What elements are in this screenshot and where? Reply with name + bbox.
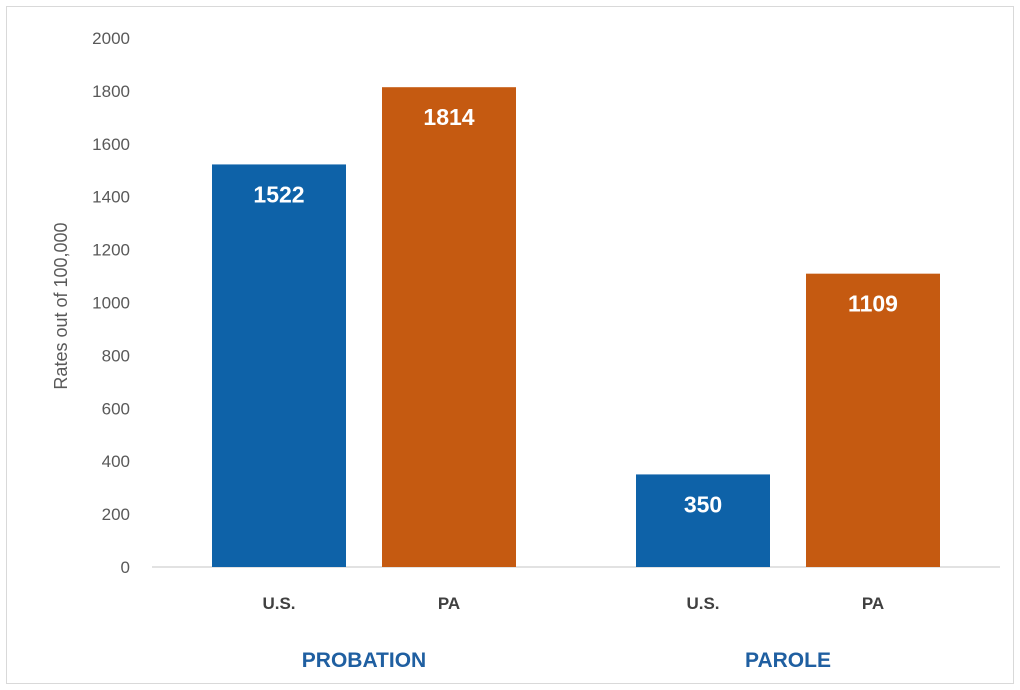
bar-value-label: 1109 <box>848 291 898 317</box>
y-tick-label: 600 <box>102 399 130 418</box>
bar-value-label: 1522 <box>253 181 304 207</box>
y-tick-label: 800 <box>102 346 130 365</box>
bar-parole-us <box>636 474 770 567</box>
bar-value-label: 1814 <box>423 104 474 130</box>
y-axis-label: Rates out of 100,000 <box>51 222 71 389</box>
bar-probation-pa <box>382 87 516 568</box>
y-tick-label: 0 <box>121 558 130 577</box>
y-tick-label: 400 <box>102 452 130 471</box>
category-label: U.S. <box>686 594 719 613</box>
y-axis-ticks: 0 200 400 600 800 1000 1200 1400 1600 1800 2000 <box>92 29 130 577</box>
y-tick-label: 1000 <box>92 294 130 313</box>
y-tick-label: 1600 <box>92 135 130 154</box>
group-label-parole: PAROLE <box>745 649 831 672</box>
category-labels: U.S. PA U.S. PA <box>262 594 884 613</box>
chart-frame <box>6 6 1014 684</box>
y-tick-label: 1800 <box>92 82 130 101</box>
bar-parole-pa <box>806 273 940 567</box>
y-tick-label: 1200 <box>92 241 130 260</box>
category-label: PA <box>438 594 460 613</box>
bar-probation-us <box>212 164 346 567</box>
category-label: PA <box>862 594 884 613</box>
bar-value-label: 350 <box>684 491 722 517</box>
y-tick-label: 2000 <box>92 29 130 48</box>
group-label-probation: PROBATION <box>302 649 426 672</box>
group-labels: PROBATION PAROLE <box>302 649 831 672</box>
y-tick-label: 200 <box>102 505 130 524</box>
category-label: U.S. <box>262 594 295 613</box>
y-tick-label: 1400 <box>92 188 130 207</box>
bars-layer: 1522 1814 350 1109 <box>212 87 940 568</box>
